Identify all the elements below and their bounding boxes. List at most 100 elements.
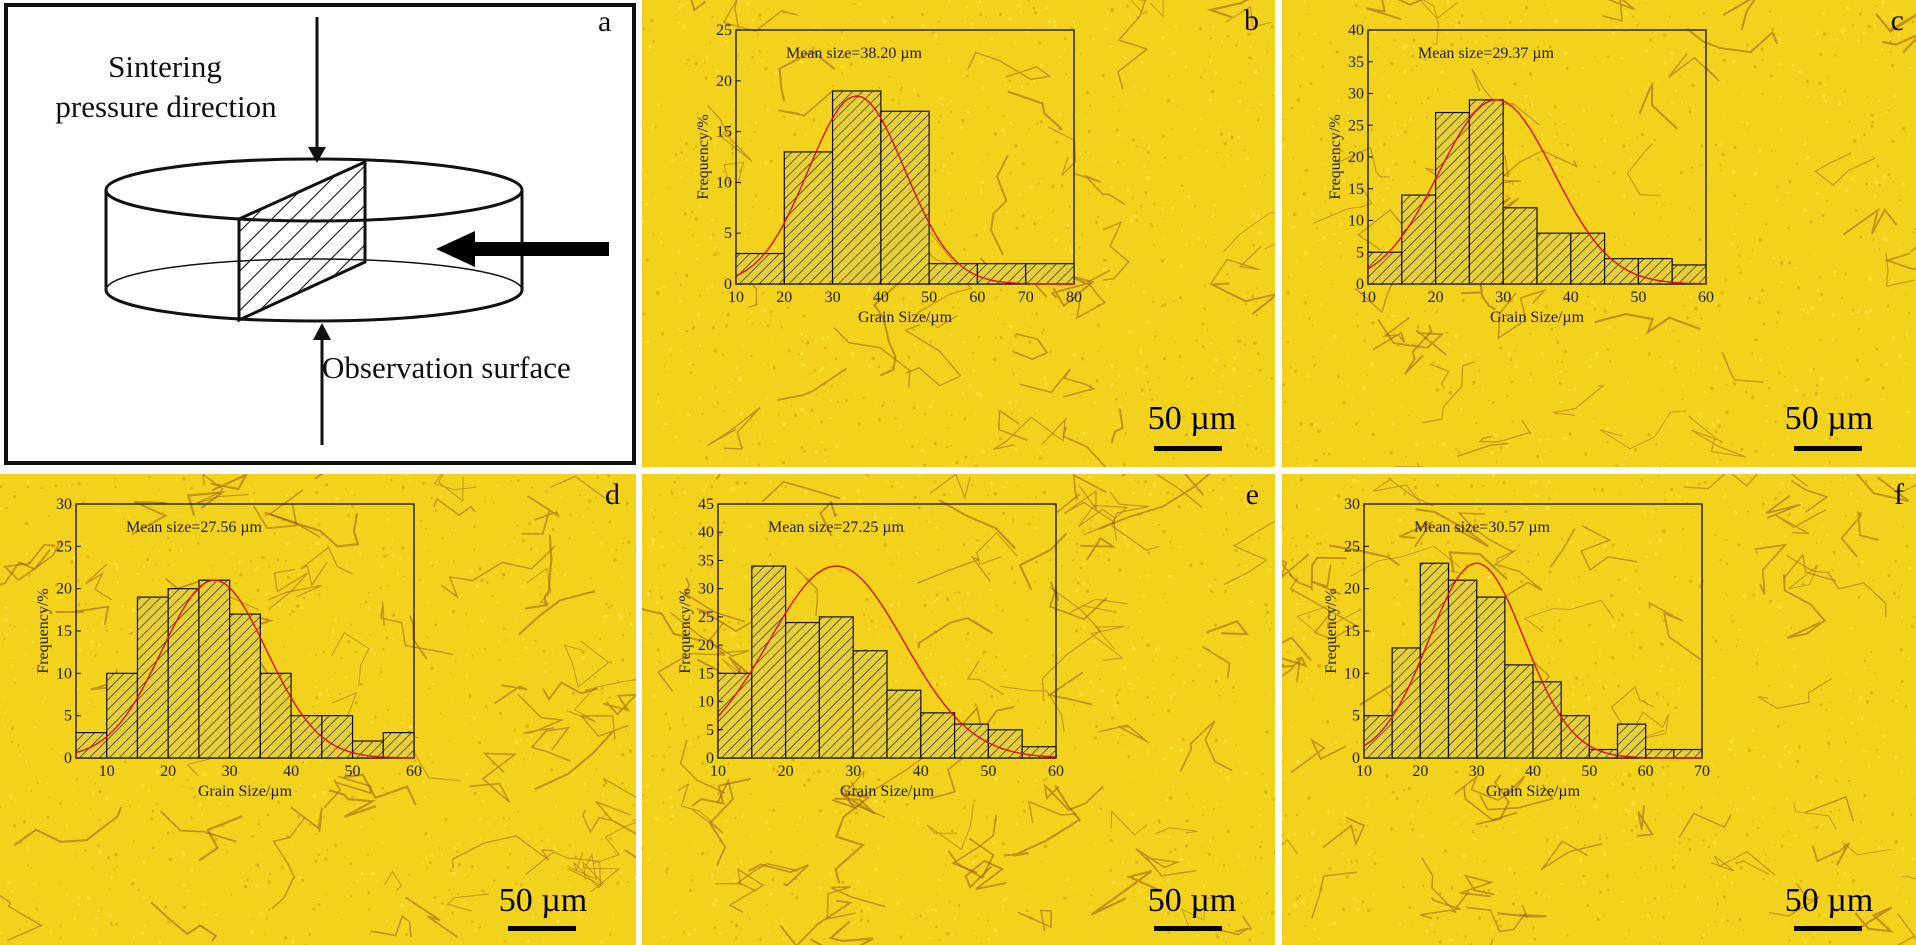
y-tick-label: 15 [56,623,72,640]
histogram-bar [1025,263,1075,285]
histogram-e: 10 20 30 40 50 60 0 5 10 15 20 25 30 35 40 45 Mean size=… [672,490,1086,823]
scale-bar-f [1794,926,1862,931]
y-tick-label: 35 [698,552,714,569]
histogram-b: 10 20 30 40 50 60 70 80 0 5 10 15 20 25 Mean size=38.2… [690,16,1104,349]
y-tick-label: 40 [1348,22,1364,39]
y-tick-label: 15 [1348,181,1364,198]
histogram-bar [920,712,956,759]
y-tick-label: 25 [56,538,72,555]
y-tick-label: 10 [716,174,732,191]
x-tick-label: 40 [873,289,889,306]
y-tick-label: 30 [1348,86,1364,103]
histogram-bar [1504,664,1534,759]
histogram-bar [136,596,169,759]
histogram-bar [1367,251,1403,285]
y-tick-label: 10 [1344,665,1360,682]
sample-schematic: Sintering pressure direction Observation… [55,7,611,445]
y-tick-label: 0 [1352,750,1360,767]
panel-a-schematic: Sintering pressure direction Observation… [4,3,636,465]
histogram-bar [1391,647,1421,759]
histogram-bar [1434,111,1470,285]
panel-d-micrograph: 10 20 30 40 50 60 0 5 10 15 20 25 30 Mean size=27.56 … [0,474,636,945]
scale-bar-d [508,926,576,931]
normal-fit-curve [75,579,414,759]
x-axis-label: Grain Size/µm [198,783,293,800]
histogram-bar [75,732,108,759]
x-tick-label: 10 [728,289,744,306]
y-axis-label: Frequency/% [1327,114,1344,199]
histogram-svg: 10 20 30 40 50 60 0 5 10 15 20 25 30 35 40 Mean size=29… [1327,22,1714,326]
y-tick-label: 0 [706,750,714,767]
histogram-bar [886,689,922,759]
y-tick-label: 15 [716,124,732,141]
histogram-bar [1532,681,1562,759]
observation-arrow [436,231,475,267]
scale-label-f: 50 µm [1784,882,1874,919]
y-tick-label: 15 [698,665,714,682]
y-axis-label: Frequency/% [677,588,694,673]
x-tick-label: 30 [222,763,238,780]
scale-label-b: 50 µm [1147,400,1237,437]
y-tick-label: 0 [1356,276,1364,293]
normal-fit-curve [735,95,1074,285]
histogram-bar [1419,562,1450,759]
x-axis-label: Grain Size/µm [1486,783,1581,800]
scale-bar-c [1794,446,1862,451]
x-axis-label: Grain Size/µm [840,783,935,800]
y-tick-label: 40 [698,524,714,541]
y-tick-label: 15 [1344,623,1360,640]
histogram-bar [229,613,261,759]
x-tick-label: 10 [710,763,726,780]
mean-size-label: Mean size=29.37 µm [1418,45,1555,62]
observation-section [237,159,367,323]
histogram-bar [928,263,979,285]
x-tick-label: 70 [1018,289,1034,306]
histogram-bar [1401,194,1437,285]
mean-size-label: Mean size=38.20 µm [786,45,923,62]
x-tick-label: 50 [1581,763,1597,780]
y-tick-label: 25 [716,22,732,39]
scale-bar-e [1154,926,1222,931]
x-tick-label: 30 [1495,289,1511,306]
scale-bar-b [1154,446,1222,451]
histogram-bar [1645,748,1675,759]
x-tick-label: 20 [1428,289,1444,306]
scale-label-e: 50 µm [1147,882,1237,919]
x-tick-label: 60 [1048,763,1064,780]
panel-label-f: f [1894,478,1904,511]
x-tick-label: 20 [1412,763,1428,780]
panel-b-micrograph: 10 20 30 40 50 60 70 80 0 5 10 15 20 25 Mean size=38.2… [642,0,1275,467]
histogram-bar [784,621,820,759]
x-tick-label: 50 [1630,289,1646,306]
x-tick-label: 40 [1563,289,1579,306]
histogram-bar [290,715,323,759]
histogram-svg: 10 20 30 40 50 60 70 0 5 10 15 20 25 30 Mean size=30.5… [1323,496,1710,800]
panel-f-micrograph: 10 20 30 40 50 60 70 0 5 10 15 20 25 30 Mean size=30.5… [1282,474,1916,945]
histogram-bar [976,263,1027,285]
panel-c-micrograph: 10 20 30 40 50 60 0 5 10 15 20 25 30 35 40 Mean size=29… [1282,0,1916,467]
histogram-bar [852,650,888,759]
histogram-d: 10 20 30 40 50 60 0 5 10 15 20 25 30 Mean size=27.56 … [30,490,444,823]
y-tick-label: 10 [56,665,72,682]
histogram-bar [382,732,415,759]
histogram-bar [1673,748,1703,759]
histogram-f: 10 20 30 40 50 60 70 0 5 10 15 20 25 30 Mean size=30.5… [1318,490,1732,823]
scale-label-c: 50 µm [1784,400,1874,437]
histogram-bar [1536,232,1572,285]
micrograph-texture [642,0,1275,467]
histogram-svg: 10 20 30 40 50 60 0 5 10 15 20 25 30 Mean size=27.56 … [35,496,422,800]
histogram-bar [818,616,854,759]
histogram-c: 10 20 30 40 50 60 0 5 10 15 20 25 30 35 40 Mean size=29… [1322,16,1736,349]
mean-size-label: Mean size=27.25 µm [768,519,905,536]
x-tick-label: 70 [1694,763,1710,780]
x-tick-label: 10 [1356,763,1372,780]
histogram-svg: 10 20 30 40 50 60 70 80 0 5 10 15 20 25 Mean size=38.2… [695,22,1082,326]
x-tick-label: 30 [825,289,841,306]
normal-fit-curve [1367,99,1707,285]
y-tick-label: 5 [1356,244,1364,261]
micrograph-texture [0,474,636,945]
panel-label-e: e [1245,478,1259,511]
x-tick-label: 30 [1469,763,1485,780]
y-tick-label: 20 [1348,149,1364,166]
histogram-bar [1476,596,1506,759]
